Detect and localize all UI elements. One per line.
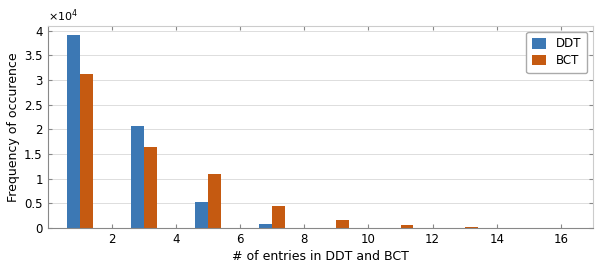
Text: $\times 10^4$: $\times 10^4$: [47, 7, 78, 23]
Bar: [144, 147, 157, 228]
Bar: [272, 206, 285, 228]
Bar: [465, 227, 478, 228]
Bar: [80, 74, 92, 228]
Y-axis label: Frequency of occurence: Frequency of occurence: [7, 52, 20, 202]
Bar: [195, 202, 208, 228]
Bar: [208, 174, 221, 228]
Bar: [67, 35, 80, 228]
Bar: [337, 220, 349, 228]
Bar: [401, 225, 413, 228]
Bar: [131, 126, 144, 228]
Bar: [259, 224, 272, 228]
X-axis label: # of entries in DDT and BCT: # of entries in DDT and BCT: [232, 250, 409, 263]
Legend: DDT, BCT: DDT, BCT: [526, 32, 587, 73]
